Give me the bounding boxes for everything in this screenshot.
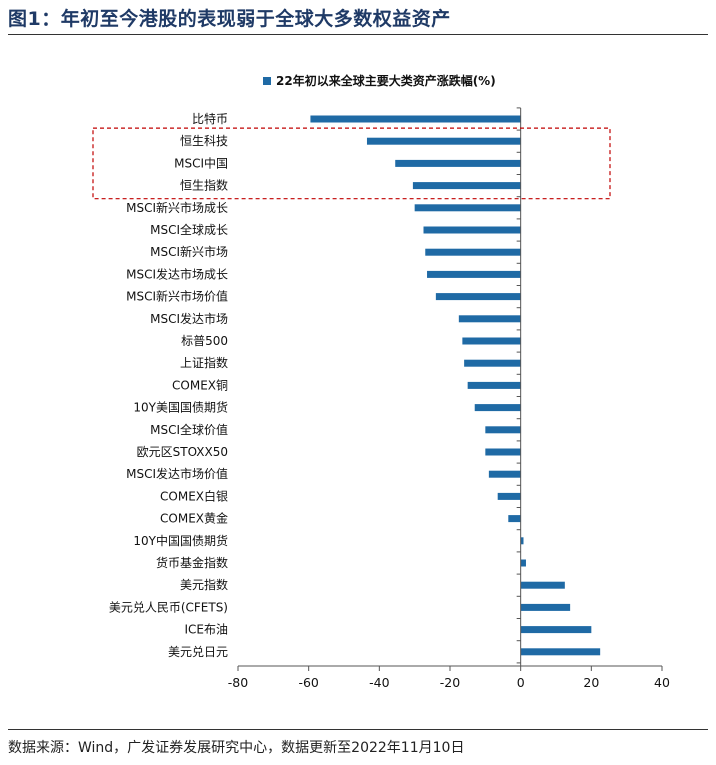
category-label: MSCI新兴市场成长 — [126, 200, 228, 215]
category-label: 恒生指数 — [180, 178, 228, 193]
bar — [508, 515, 521, 523]
category-label: MSCI新兴市场价值 — [126, 289, 228, 304]
category-label: 标普500 — [181, 334, 228, 348]
category-label: 10Y中国国债期货 — [133, 533, 228, 548]
bar — [497, 492, 521, 500]
category-label: MSCI全球成长 — [150, 222, 228, 237]
bar — [520, 559, 526, 567]
category-label: MSCI发达市场价值 — [126, 466, 228, 481]
category-label: MSCI新兴市场 — [150, 244, 228, 259]
bar — [425, 248, 521, 256]
x-tick-label: 40 — [654, 675, 670, 690]
category-label: 美元指数 — [180, 577, 228, 592]
category-label: 上证指数 — [180, 355, 228, 370]
highlight-box — [92, 127, 611, 200]
figure-title: 图1：年初至今港股的表现弱于全球大多数权益资产 — [8, 8, 451, 30]
category-label: 比特币 — [192, 111, 228, 126]
bar — [474, 404, 521, 412]
x-tick-label: -60 — [298, 675, 318, 690]
bar — [520, 537, 524, 545]
bar — [366, 137, 521, 145]
bar — [485, 426, 521, 434]
category-label: COMEX铜 — [172, 377, 228, 392]
category-label: MSCI发达市场成长 — [126, 266, 228, 281]
category-label: 10Y美国国债期货 — [133, 400, 228, 415]
x-tick-label: -80 — [228, 675, 248, 690]
bar — [464, 359, 521, 367]
bar — [427, 270, 521, 278]
bar — [458, 315, 521, 323]
x-tick-label: 20 — [583, 675, 599, 690]
bar — [520, 626, 592, 634]
x-tick-label: -20 — [440, 675, 460, 690]
bar — [520, 603, 571, 611]
legend-label: 22年初以来全球主要大类资产涨跌幅(%) — [276, 73, 496, 88]
bar — [423, 226, 521, 234]
category-label: MSCI全球价值 — [150, 422, 228, 437]
category-label: COMEX黄金 — [160, 511, 228, 526]
bar — [412, 182, 521, 190]
bar — [485, 448, 521, 456]
bar — [414, 204, 521, 212]
bar — [435, 293, 521, 301]
source-rule — [8, 729, 708, 730]
legend-swatch — [263, 77, 271, 85]
category-label: COMEX白银 — [160, 488, 228, 503]
bar — [310, 115, 521, 123]
category-label: 货币基金指数 — [156, 555, 228, 570]
category-label: MSCI发达市场 — [150, 311, 228, 326]
category-label: 欧元区STOXX50 — [137, 445, 228, 459]
category-label: 美元兑日元 — [168, 645, 228, 659]
bar — [395, 159, 521, 167]
category-label: MSCI中国 — [174, 155, 228, 170]
category-label: 美元兑人民币(CFETS) — [109, 600, 228, 614]
bar — [520, 581, 565, 589]
x-tick-label: -40 — [369, 675, 389, 690]
bar — [467, 381, 521, 389]
x-tick-label: 0 — [517, 675, 525, 690]
bar — [488, 470, 521, 478]
title-rule — [8, 34, 708, 35]
category-label: 恒生科技 — [180, 134, 228, 148]
category-label: ICE布油 — [184, 623, 228, 637]
source-note: 数据来源：Wind，广发证券发展研究中心，数据更新至2022年11月10日 — [8, 740, 465, 756]
bar — [520, 648, 601, 656]
bar — [462, 337, 521, 345]
